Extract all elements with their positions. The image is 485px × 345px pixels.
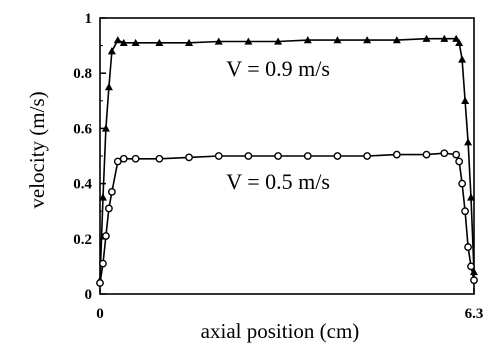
data-point-circle bbox=[470, 276, 478, 285]
data-point-triangle bbox=[422, 34, 431, 42]
data-point-circle bbox=[244, 152, 253, 160]
data-point-triangle bbox=[155, 38, 164, 47]
annotations: V = 0.9 m/s V = 0.5 m/s bbox=[226, 56, 330, 194]
data-point-circle bbox=[102, 232, 110, 240]
data-point-triangle bbox=[101, 124, 110, 132]
y-tick-label: 0 bbox=[85, 287, 93, 303]
x-tick-label: 6.3 bbox=[465, 306, 484, 322]
data-point-circle bbox=[461, 207, 469, 216]
y-tick-label: 0.4 bbox=[73, 177, 92, 193]
data-point-triangle bbox=[333, 36, 342, 44]
y-tick-label: 0.2 bbox=[73, 232, 92, 248]
data-point-circle bbox=[392, 150, 401, 159]
data-point-circle bbox=[185, 153, 193, 162]
y-tick-label: 0.8 bbox=[73, 66, 92, 82]
tick-labels: 0 0.2 0.4 0.6 0.8 1 0 6.3 bbox=[73, 11, 483, 322]
y-tick-label: 0.6 bbox=[73, 121, 92, 137]
data-point-circle bbox=[131, 154, 140, 163]
data-point-triangle bbox=[104, 83, 113, 91]
data-point-circle bbox=[440, 149, 449, 158]
series-triangle bbox=[96, 34, 478, 284]
data-point-triangle bbox=[119, 38, 128, 47]
data-point-circle bbox=[464, 243, 472, 251]
series-annotation: V = 0.9 m/s bbox=[226, 56, 330, 81]
data-point-circle bbox=[107, 187, 116, 196]
data-point-triangle bbox=[363, 36, 372, 44]
data-point-triangle bbox=[214, 37, 223, 45]
data-point-triangle bbox=[458, 55, 467, 63]
data-point-triangle bbox=[455, 38, 464, 47]
data-point-triangle bbox=[244, 37, 253, 45]
data-point-triangle bbox=[303, 36, 312, 44]
data-point-triangle bbox=[440, 34, 449, 42]
data-point-triangle bbox=[131, 38, 140, 47]
x-tick-label: 0 bbox=[96, 306, 104, 322]
data-point-circle bbox=[333, 152, 342, 160]
data-point-triangle bbox=[464, 138, 473, 146]
data-point-circle bbox=[303, 152, 312, 160]
y-tick-label: 1 bbox=[85, 11, 93, 27]
data-point-circle bbox=[119, 154, 128, 163]
data-point-circle bbox=[99, 259, 107, 268]
data-point-triangle bbox=[113, 36, 122, 44]
data-point-circle bbox=[422, 150, 431, 159]
data-point-triangle bbox=[274, 37, 283, 45]
data-point-circle bbox=[105, 204, 113, 213]
data-point-circle bbox=[214, 152, 223, 160]
data-point-circle bbox=[467, 262, 475, 271]
data-point-triangle bbox=[107, 47, 116, 55]
series-annotation: V = 0.5 m/s bbox=[226, 169, 330, 194]
data-point-circle bbox=[274, 152, 282, 160]
y-axis-title: velocity (m/s) bbox=[25, 91, 49, 208]
data-point-triangle bbox=[98, 193, 107, 201]
data-point-circle bbox=[155, 154, 164, 163]
data-point-triangle bbox=[452, 34, 461, 42]
data-point-circle bbox=[96, 279, 104, 287]
data-point-triangle bbox=[392, 36, 401, 44]
data-point-circle bbox=[363, 152, 372, 160]
data-point-triangle bbox=[467, 193, 476, 201]
x-axis-title: axial position (cm) bbox=[201, 319, 360, 343]
data-point-triangle bbox=[461, 96, 470, 104]
series-circle bbox=[96, 149, 478, 287]
data-point-circle bbox=[452, 150, 461, 159]
data-point-triangle bbox=[185, 38, 194, 47]
data-point-circle bbox=[455, 157, 464, 166]
series-layer bbox=[96, 34, 478, 287]
data-point-circle bbox=[458, 179, 467, 188]
